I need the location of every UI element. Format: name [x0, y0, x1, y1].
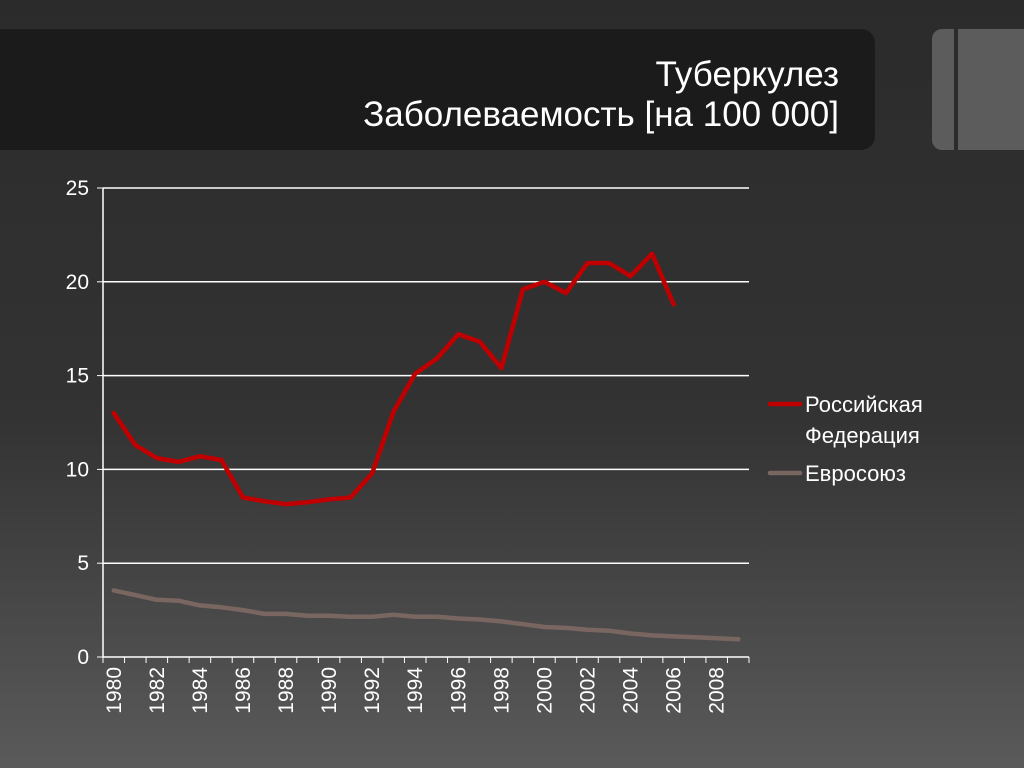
data-point — [133, 593, 138, 598]
data-point — [219, 605, 224, 610]
title-bar: Туберкулез Заболеваемость [на 100 000] — [0, 29, 875, 150]
data-point — [176, 459, 181, 464]
data-point — [391, 409, 396, 414]
data-point — [607, 628, 612, 633]
data-point — [693, 635, 698, 640]
data-point — [327, 613, 332, 618]
data-point — [714, 636, 719, 641]
data-point — [434, 614, 439, 619]
data-point — [240, 608, 245, 613]
data-point — [154, 456, 159, 461]
data-point — [650, 251, 655, 256]
x-tick-label: 1982 — [146, 667, 169, 714]
x-tick-label: 1988 — [275, 667, 298, 714]
data-point — [628, 274, 633, 279]
data-point — [499, 366, 504, 371]
data-point — [456, 616, 461, 621]
y-tick-label: 0 — [77, 646, 89, 669]
data-point — [262, 611, 267, 616]
slide-title-line-2: Заболеваемость [на 100 000] — [363, 95, 839, 134]
series-line-0 — [111, 251, 676, 507]
data-point — [434, 356, 439, 361]
data-point — [477, 617, 482, 622]
data-point — [520, 287, 525, 292]
data-point — [628, 631, 633, 636]
data-point — [176, 598, 181, 603]
data-point — [477, 339, 482, 344]
y-tick-label: 15 — [66, 365, 89, 388]
data-point — [111, 588, 116, 593]
y-tick-label: 10 — [66, 458, 89, 481]
x-tick-label: 1986 — [232, 667, 255, 714]
x-tick-label: 1998 — [490, 667, 513, 714]
data-point — [650, 633, 655, 638]
data-point — [542, 624, 547, 629]
data-point — [348, 614, 353, 619]
data-point — [499, 619, 504, 624]
x-tick-label: 2000 — [533, 667, 556, 714]
data-point — [607, 261, 612, 266]
data-point — [305, 613, 310, 618]
data-point — [305, 500, 310, 505]
data-point — [520, 622, 525, 627]
data-point — [219, 458, 224, 463]
x-tick-label: 2004 — [620, 667, 643, 714]
x-tick-label: 2006 — [663, 667, 686, 714]
data-point — [585, 627, 590, 632]
x-tick-label: 2002 — [577, 667, 600, 714]
y-tick-label: 5 — [77, 552, 89, 575]
data-point — [563, 625, 568, 630]
data-point — [370, 471, 375, 476]
data-point — [370, 614, 375, 619]
data-point — [197, 603, 202, 608]
data-point — [133, 443, 138, 448]
y-tick-label: 20 — [66, 271, 89, 294]
data-point — [154, 597, 159, 602]
data-point — [563, 291, 568, 296]
x-tick-label: 2008 — [706, 667, 729, 714]
data-point — [327, 497, 332, 502]
data-point — [284, 502, 289, 507]
x-tick-label: 1984 — [189, 667, 212, 714]
side-accent-divider — [954, 29, 958, 150]
x-tick-label: 1992 — [361, 667, 384, 714]
data-point — [736, 637, 741, 642]
legend-label: Российская Федерация — [805, 392, 923, 448]
data-point — [391, 612, 396, 617]
x-tick-label: 1996 — [447, 667, 470, 714]
legend-label: Евросоюз — [805, 461, 906, 486]
data-point — [262, 499, 267, 504]
slide-title: Туберкулез Заболеваемость [на 100 000] — [363, 55, 839, 135]
side-accent-tab — [932, 29, 1024, 150]
data-point — [240, 495, 245, 500]
data-point — [671, 634, 676, 639]
data-point — [542, 279, 547, 284]
data-point — [671, 302, 676, 307]
data-point — [413, 371, 418, 376]
series-line-1 — [111, 588, 741, 642]
x-tick-label: 1994 — [404, 667, 427, 714]
y-tick-label: 25 — [66, 177, 89, 200]
x-tick-label: 1990 — [318, 667, 341, 714]
data-point — [197, 454, 202, 459]
slide-title-line-1: Туберкулез — [655, 55, 840, 94]
x-tick-label: 1980 — [103, 667, 126, 714]
data-point — [284, 611, 289, 616]
data-point — [456, 332, 461, 337]
data-point — [585, 261, 590, 266]
data-point — [413, 614, 418, 619]
data-point — [348, 495, 353, 500]
data-point — [111, 411, 116, 416]
